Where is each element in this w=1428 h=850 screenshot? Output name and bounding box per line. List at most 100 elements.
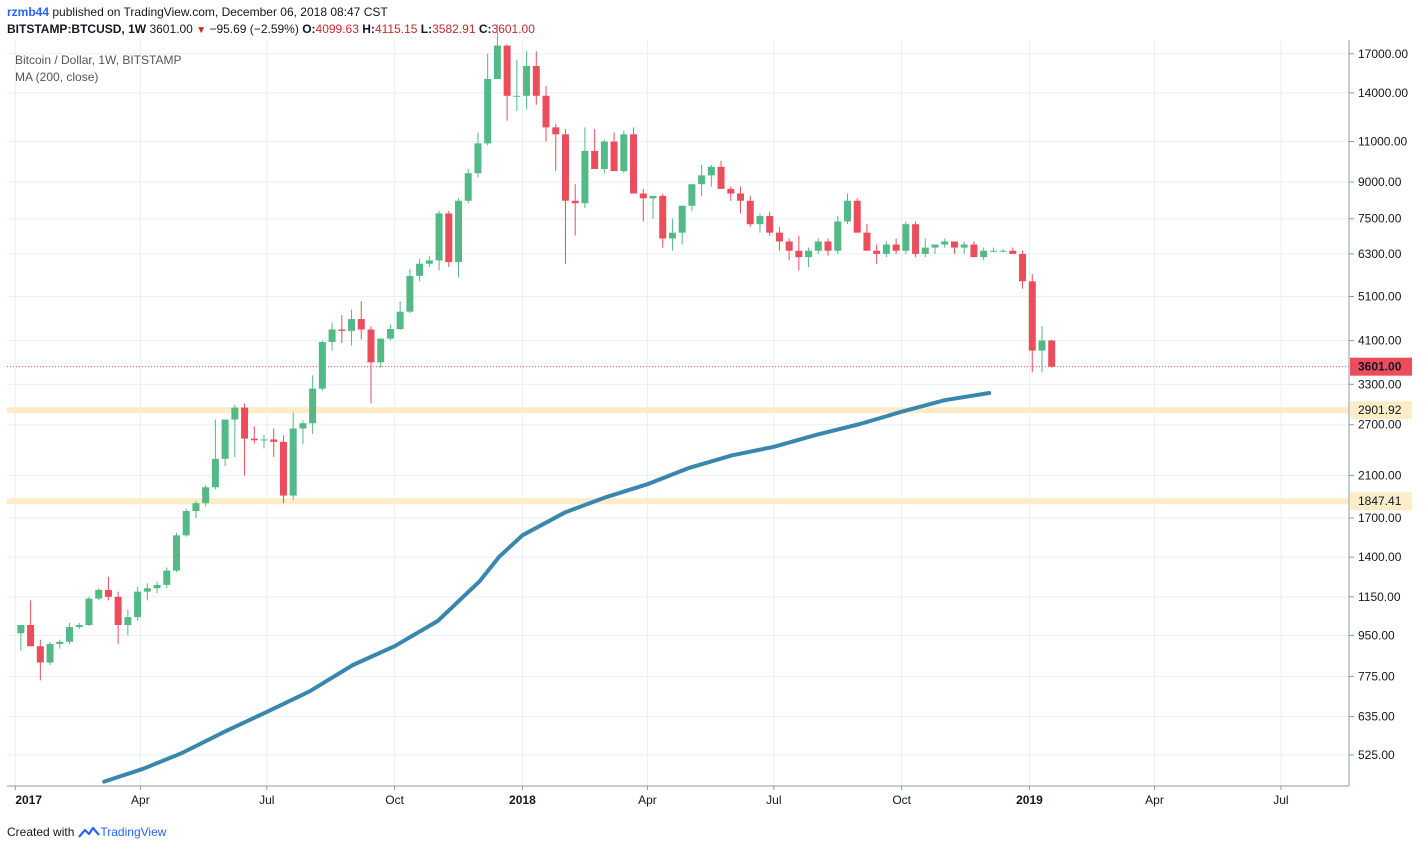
y-tick-label: 9000.00 [1358, 175, 1402, 189]
low-label: L: [420, 22, 433, 36]
y-tick-label: 4100.00 [1358, 334, 1402, 348]
candle-body [746, 200, 754, 225]
close-label: C: [478, 22, 492, 36]
chart-legend: Bitcoin / Dollar, 1W, BITSTAMP MA (200, … [15, 53, 182, 84]
candle-body [231, 407, 239, 420]
x-tick-label: 2018 [509, 793, 536, 807]
candle-body [172, 535, 180, 571]
candle-body [941, 241, 949, 245]
candle-body [824, 241, 832, 251]
candle-body [17, 625, 25, 634]
candle-body [853, 200, 861, 233]
level-price-tag [1350, 492, 1412, 511]
y-tick-label: 1150.00 [1358, 590, 1401, 604]
candle-body [406, 275, 414, 312]
candle-body [950, 241, 958, 248]
candle-body [503, 45, 511, 96]
level-line [7, 407, 1349, 414]
candle-body [571, 200, 579, 204]
candle-body [182, 511, 190, 536]
candle-body [931, 244, 939, 248]
candle-body [221, 419, 229, 459]
candle-body [882, 244, 890, 254]
candle-body [707, 166, 715, 176]
candle-body [484, 78, 492, 144]
candle-body [873, 250, 881, 254]
candle-body [1048, 340, 1056, 367]
high-label: H: [362, 22, 375, 36]
candle-body [318, 341, 326, 389]
candle-body [386, 329, 394, 339]
candle-body [717, 166, 725, 189]
y-tick-label: 1400.00 [1358, 550, 1402, 564]
level-price-label: 2901.92 [1358, 403, 1402, 417]
candle-body [416, 263, 424, 276]
candle-body [912, 224, 920, 254]
candle-body [678, 205, 686, 233]
candle-body [455, 200, 463, 263]
time-axis[interactable]: 2017 Apr Jul Oct 2018 Apr Jul Oct 2019 Apr Jul [14, 786, 1289, 807]
candle-body [921, 247, 929, 254]
candle-body [66, 627, 74, 642]
price-axis[interactable]: 525.00 635.00 775.00 950.00 1150.00 1400.00 17… [1349, 47, 1412, 762]
tradingview-logo[interactable]: TradingView [78, 825, 166, 839]
y-tick-label: 950.00 [1358, 628, 1395, 642]
candle-body [348, 319, 356, 331]
candle-body [192, 503, 200, 512]
candle-body [902, 224, 910, 251]
candle-body [766, 216, 774, 233]
candle-body [367, 329, 375, 363]
candle-body [630, 134, 638, 194]
created-with-text: Created with [7, 825, 75, 839]
candle-body [279, 441, 287, 496]
ma200-line [102, 391, 992, 784]
candle-body [649, 195, 657, 199]
candle-body [970, 244, 978, 258]
candle-body [523, 65, 531, 96]
candle-body [620, 134, 628, 172]
candle-body [1009, 250, 1017, 254]
footer: Created with TradingView [7, 825, 166, 839]
candle-body [202, 487, 210, 504]
level-line [7, 498, 1349, 505]
y-tick-label: 6300.00 [1358, 247, 1402, 261]
author-link[interactable]: rzmb44 [7, 5, 50, 19]
candle-body [143, 588, 151, 592]
candle-body [134, 591, 142, 618]
candle-body [377, 338, 385, 363]
candle-body [513, 95, 521, 97]
last-price-tag [1350, 357, 1412, 376]
y-tick-label: 2100.00 [1358, 468, 1402, 482]
candle-body [892, 244, 900, 251]
candle-body [56, 641, 64, 645]
candle-body [425, 260, 433, 264]
candle-body [445, 213, 453, 263]
ma-line [102, 391, 992, 784]
y-tick-label: 11000.00 [1358, 135, 1407, 149]
candle-body [493, 45, 501, 79]
candle-body [980, 250, 988, 258]
candle-body [474, 143, 482, 174]
y-tick-label: 17000.00 [1358, 47, 1408, 61]
candle-body [639, 193, 647, 199]
x-tick-label: Apr [638, 793, 657, 807]
ma-legend: MA (200, close) [15, 70, 98, 84]
open-value: 4099.63 [315, 22, 359, 36]
candle-body [737, 193, 745, 201]
candle-body [36, 646, 44, 663]
last-price: 3601.00 [149, 22, 193, 36]
candle-body [396, 311, 404, 330]
candle-body [46, 644, 54, 663]
candle-body [785, 241, 793, 251]
candle-body [357, 319, 365, 330]
candle-body [464, 173, 472, 201]
candle-body [727, 188, 735, 194]
candle-body [532, 65, 540, 96]
candle-body [610, 141, 618, 172]
chart-frame [7, 40, 1350, 787]
candle-body [114, 596, 122, 626]
candle-body [1038, 340, 1046, 351]
x-tick-label: Apr [131, 793, 150, 807]
ohlc-bar: BITSTAMP:BTCUSD, 1W 3601.00 ▼ −95.69 (−2… [7, 22, 535, 36]
